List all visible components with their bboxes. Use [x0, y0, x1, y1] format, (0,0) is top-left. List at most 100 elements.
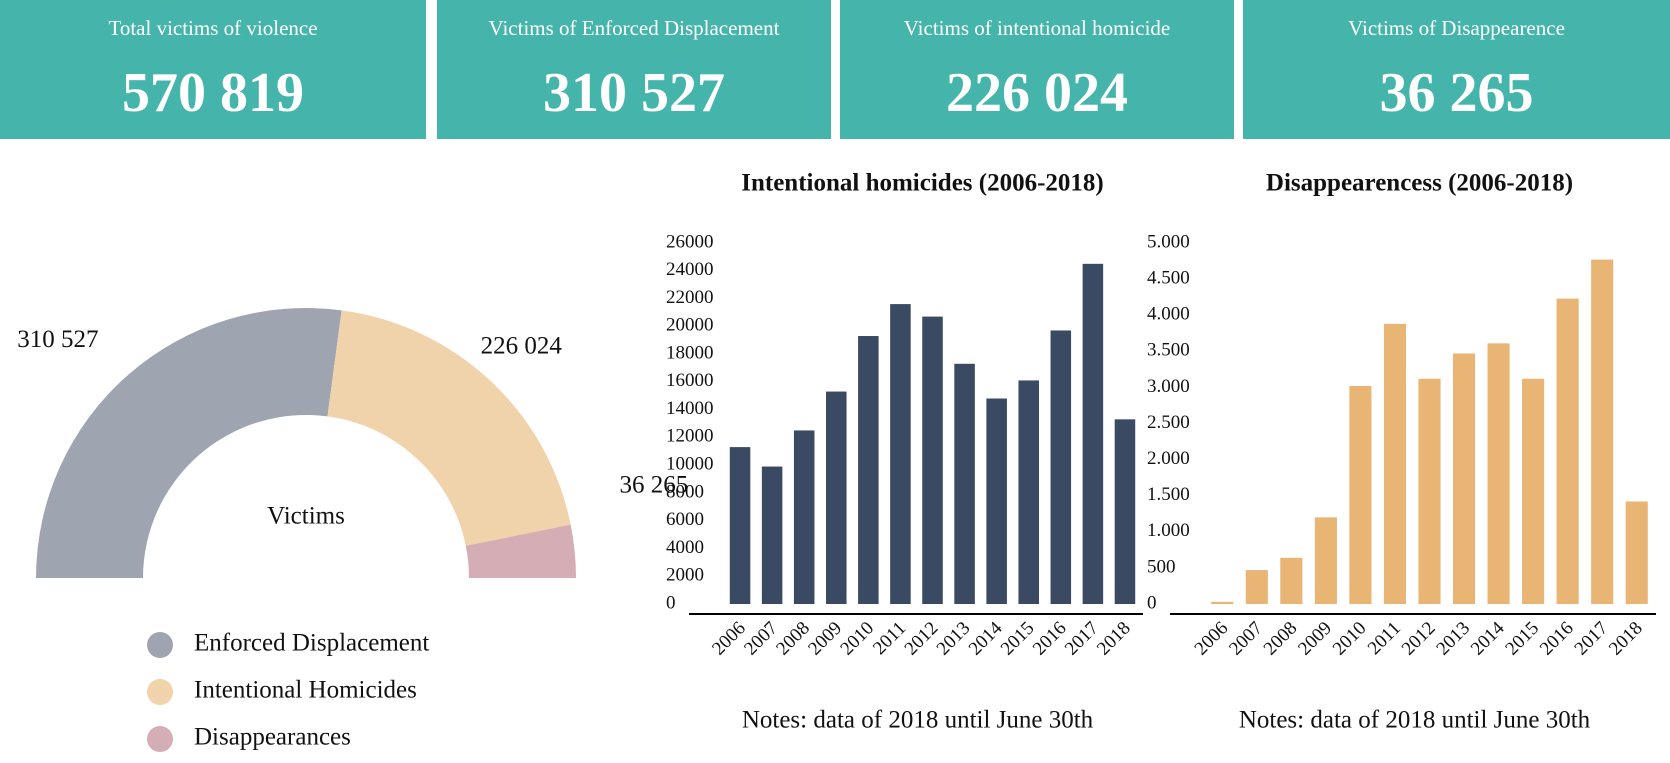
- y-tick-label: 4000: [666, 537, 704, 558]
- x-tick-label: 2006: [708, 618, 750, 660]
- kpi-card: [0, 0, 426, 139]
- bar: [858, 336, 879, 604]
- y-tick-label: 8000: [666, 481, 704, 502]
- y-tick-label: 10000: [666, 454, 714, 475]
- y-tick-label: 2.000: [1147, 448, 1190, 469]
- donut-segment: [327, 310, 571, 546]
- legend-swatch: [147, 632, 173, 658]
- x-tick-label: 2016: [1029, 618, 1071, 660]
- bar: [729, 447, 751, 604]
- y-tick-label: 18000: [666, 342, 714, 363]
- x-tick-label: 2014: [965, 617, 1007, 659]
- y-tick-label: 1.000: [1147, 520, 1190, 541]
- bar: [826, 391, 847, 604]
- x-tick-label: 2016: [1536, 618, 1578, 660]
- x-tick-label: 2009: [1294, 618, 1336, 660]
- y-tick-label: 500: [1147, 556, 1176, 577]
- bar: [954, 363, 975, 604]
- x-tick-label: 2018: [1093, 618, 1135, 660]
- bar: [1114, 419, 1136, 604]
- bar: [1625, 501, 1648, 604]
- kpi-title: Victims of intentional homicide: [904, 16, 1170, 40]
- bar: [922, 316, 943, 604]
- x-tick-label: 2008: [1260, 618, 1302, 660]
- y-tick-label: 22000: [666, 287, 714, 308]
- legend-swatch: [147, 726, 173, 752]
- bar: [1050, 330, 1072, 604]
- x-tick-label: 2009: [804, 618, 846, 660]
- y-tick-label: 5.000: [1147, 231, 1190, 252]
- legend-swatch: [147, 679, 173, 705]
- y-tick-label: 3.500: [1147, 340, 1190, 361]
- kpi-value: 310 527: [543, 62, 725, 124]
- y-tick-label: 0: [1147, 592, 1157, 613]
- segment-label: 226 024: [481, 333, 563, 360]
- y-tick-label: 16000: [666, 370, 714, 391]
- x-tick-label: 2007: [1225, 618, 1267, 660]
- kpi-value: 226 024: [946, 62, 1128, 124]
- x-tick-label: 2008: [772, 618, 814, 660]
- donut-segment: [36, 308, 342, 578]
- x-tick-label: 2010: [836, 618, 878, 660]
- x-tick-label: 2017: [1571, 618, 1613, 660]
- bar: [1245, 570, 1268, 604]
- x-tick-label: 2012: [1398, 618, 1440, 660]
- x-tick-label: 2007: [740, 618, 782, 660]
- bar: [1487, 343, 1510, 604]
- bar: [1452, 353, 1476, 604]
- bar: [793, 430, 815, 604]
- kpi-title: Total victims of violence: [108, 16, 317, 40]
- bar: [1211, 601, 1234, 604]
- x-tick-label: 2018: [1605, 618, 1647, 660]
- x-tick-label: 2017: [1061, 618, 1103, 660]
- bar: [1591, 259, 1614, 604]
- y-tick-label: 14000: [666, 398, 714, 419]
- y-tick-label: 2.500: [1147, 412, 1190, 433]
- segment-label: 36 265: [619, 471, 688, 498]
- y-tick-label: 1.500: [1147, 484, 1190, 505]
- y-tick-label: 6000: [666, 509, 704, 530]
- y-tick-label: 12000: [666, 426, 714, 447]
- bar: [1383, 323, 1407, 604]
- segment-label: 310 527: [17, 326, 98, 353]
- kpi-card: [840, 0, 1234, 139]
- kpi-title: Victims of Enforced Displacement: [489, 16, 780, 40]
- kpi-card: [1243, 0, 1670, 139]
- bar: [1522, 378, 1545, 604]
- kpi-card: [437, 0, 831, 139]
- x-tick-label: 2012: [901, 618, 943, 660]
- x-tick-label: 2006: [1191, 618, 1233, 660]
- bar: [761, 466, 783, 604]
- bar: [1018, 380, 1039, 604]
- y-tick-label: 0: [666, 592, 676, 613]
- x-tick-label: 2014: [1467, 617, 1509, 659]
- bar: [1280, 557, 1303, 604]
- kpi-value: 570 819: [122, 62, 304, 124]
- x-tick-label: 2015: [1501, 618, 1543, 660]
- bar: [986, 398, 1007, 604]
- bar: [1556, 298, 1579, 604]
- kpi-title: Victims of Disappearence: [1348, 16, 1565, 40]
- donut-center-label: Victims: [267, 503, 345, 530]
- donut-segment: [465, 524, 576, 578]
- chart-title: Intentional homicides (2006-2018): [741, 170, 1104, 197]
- y-tick-label: 2000: [666, 565, 704, 586]
- y-tick-label: 20000: [666, 315, 714, 336]
- x-tick-label: 2011: [869, 618, 910, 659]
- y-tick-label: 26000: [666, 231, 714, 252]
- bar: [1082, 263, 1104, 604]
- y-tick-label: 4.500: [1147, 267, 1190, 288]
- kpi-value: 36 265: [1380, 62, 1534, 124]
- y-tick-label: 3.000: [1147, 376, 1190, 397]
- legend-label: Enforced Displacement: [194, 630, 429, 657]
- legend-label: Intentional Homicides: [194, 677, 417, 704]
- x-tick-label: 2010: [1329, 618, 1371, 660]
- x-tick-label: 2013: [933, 618, 975, 660]
- chart-note: Notes: data of 2018 until June 30th: [1239, 707, 1591, 734]
- y-tick-label: 24000: [666, 259, 714, 280]
- x-tick-label: 2015: [997, 618, 1039, 660]
- bar: [1314, 517, 1337, 604]
- bar: [890, 304, 911, 604]
